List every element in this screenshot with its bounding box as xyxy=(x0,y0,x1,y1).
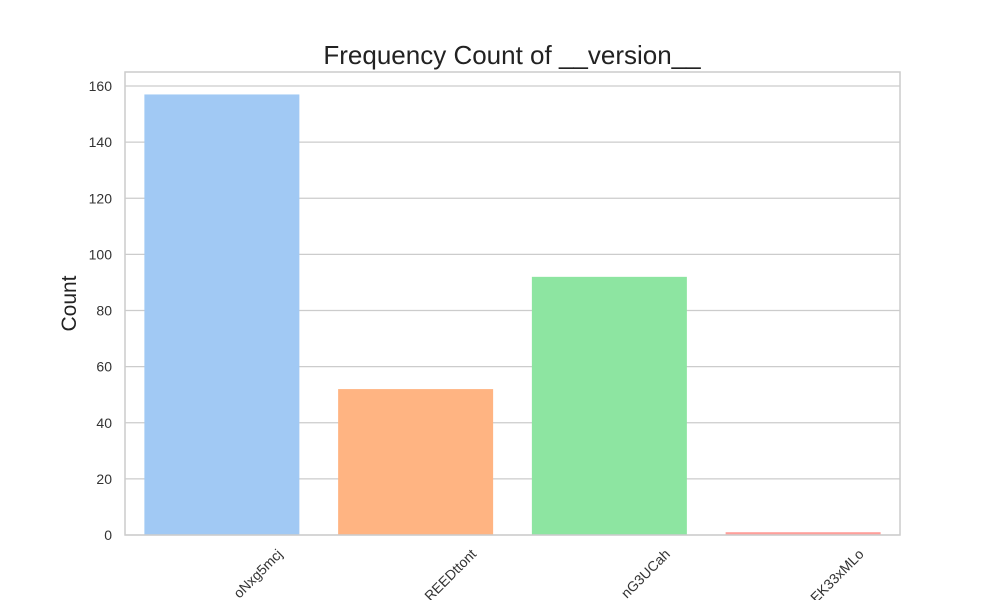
y-tick-label: 140 xyxy=(89,134,113,150)
y-tick-label: 40 xyxy=(96,415,112,431)
bar-EK33xMLo xyxy=(725,532,881,535)
bar-oNxg5mcj xyxy=(144,94,300,535)
bars xyxy=(144,94,881,535)
plot-frame xyxy=(124,71,901,536)
y-tick-labels: 0 20 40 60 80 100 120 140 160 xyxy=(89,78,113,543)
y-tick-label: 60 xyxy=(96,359,112,375)
y-tick-label: 100 xyxy=(89,246,113,262)
y-tick-label: 160 xyxy=(89,78,113,94)
bar-REEDttont xyxy=(338,389,494,535)
y-tick-label: 80 xyxy=(96,303,112,319)
y-tick-label: 20 xyxy=(96,471,112,487)
chart-title: Frequency Count of __version__ xyxy=(323,40,701,70)
y-tick-label: 120 xyxy=(89,190,113,206)
y-tick-label: 0 xyxy=(104,527,112,543)
bar-nG3UCah xyxy=(531,276,687,535)
y-axis-label: Count xyxy=(58,275,81,331)
